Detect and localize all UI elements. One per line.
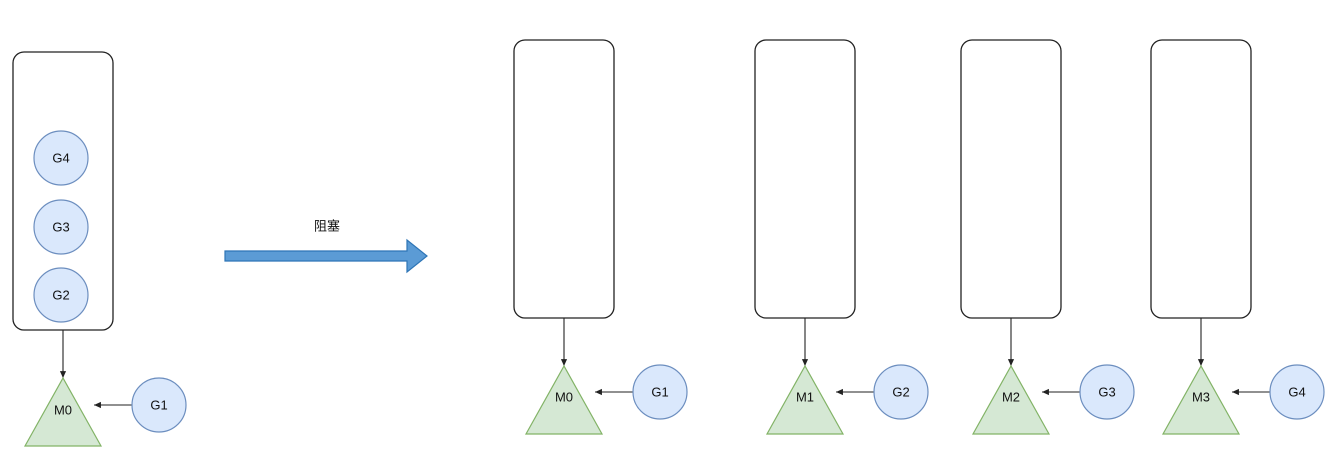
machine-label: M3 bbox=[1192, 390, 1210, 405]
machine-label: M0 bbox=[54, 403, 72, 418]
transition-group: 阻塞 bbox=[224, 219, 428, 274]
goroutine-label: G3 bbox=[52, 220, 69, 235]
goroutine-circle bbox=[33, 130, 89, 186]
after-run-queue bbox=[960, 39, 1062, 319]
machine-label: M2 bbox=[1002, 390, 1020, 405]
machine-triangle bbox=[23, 376, 103, 447]
machine-label: M0 bbox=[555, 390, 573, 405]
queue-goroutine-g4: G4 bbox=[33, 130, 89, 186]
goroutine-label: G1 bbox=[150, 398, 167, 413]
after-pair-1: M1 G2 bbox=[754, 39, 929, 435]
goroutine-label: G3 bbox=[1098, 385, 1115, 400]
machine-triangle bbox=[971, 364, 1051, 435]
goroutine-circle bbox=[33, 199, 89, 255]
goroutine-circle bbox=[632, 364, 688, 420]
after-pair-3: M3 G4 bbox=[1150, 39, 1325, 435]
after-pair-2: M2 G3 bbox=[960, 39, 1135, 435]
machine-triangle bbox=[765, 364, 845, 435]
machine-triangle bbox=[1161, 364, 1241, 435]
goroutine-circle bbox=[1269, 364, 1325, 420]
queue-goroutine-g3: G3 bbox=[33, 199, 89, 255]
goroutine-circle bbox=[33, 267, 89, 323]
before-running-g1: G1 bbox=[131, 377, 187, 433]
after-run-queue bbox=[754, 39, 856, 319]
goroutine-label: G4 bbox=[1288, 385, 1305, 400]
goroutine-label: G2 bbox=[892, 385, 909, 400]
goroutine-circle bbox=[873, 364, 929, 420]
machine-label: M1 bbox=[796, 390, 814, 405]
after-run-queue bbox=[1150, 39, 1252, 319]
before-machine-m0: M0 bbox=[23, 376, 103, 447]
after-run-queue bbox=[513, 39, 615, 319]
queue-goroutine-g2: G2 bbox=[33, 267, 89, 323]
block-label: 阻塞 bbox=[314, 219, 340, 235]
goroutine-circle bbox=[1079, 364, 1135, 420]
block-transition-arrow bbox=[224, 238, 428, 274]
goroutine-label: G4 bbox=[52, 151, 69, 166]
goroutine-label: G1 bbox=[651, 385, 668, 400]
after-pair-0: M0 G1 bbox=[513, 39, 688, 435]
machine-triangle bbox=[524, 364, 604, 435]
before-group: G4 G3 G2 M0 G1 bbox=[12, 51, 187, 447]
goroutine-circle bbox=[131, 377, 187, 433]
goroutine-label: G2 bbox=[52, 288, 69, 303]
